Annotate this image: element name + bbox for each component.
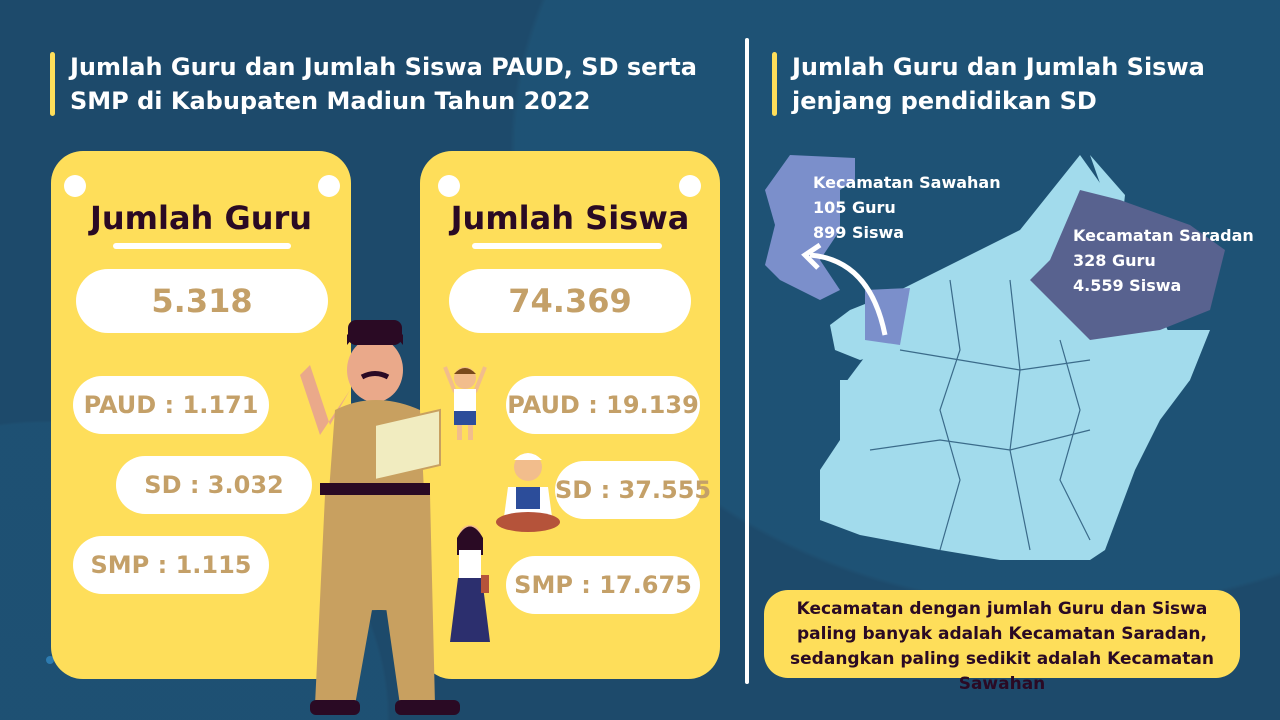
right-title: Jumlah Guru dan Jumlah Siswa jenjang pen… [772, 50, 1212, 118]
card-hole [438, 175, 460, 197]
card-hole [318, 175, 340, 197]
map-region-sawahan [765, 155, 855, 300]
conclusion-box: Kecamatan dengan jumlah Guru dan Siswa p… [764, 590, 1240, 694]
saradan-name: Kecamatan Saradan [1073, 226, 1254, 245]
arrow-head-icon [801, 242, 822, 270]
guru-sd: SD : 3.032 [116, 456, 312, 514]
student-boy-illustration [443, 366, 487, 440]
sawahan-siswa: 899 Siswa [813, 223, 905, 242]
saradan-guru: 328 Guru [1073, 251, 1156, 270]
siswa-title: Jumlah Siswa [450, 199, 690, 237]
guru-card: Jumlah Guru 5.318 PAUD : 1.171 SD : 3.03… [51, 151, 351, 679]
arrow-icon [809, 252, 888, 336]
student-reading-illustration [496, 453, 560, 532]
madiun-map [765, 155, 1225, 560]
saradan-label: Kecamatan Saradan 328 Guru 4.559 Siswa [1073, 223, 1254, 298]
guru-total: 5.318 [76, 269, 328, 333]
siswa-paud: PAUD : 19.139 [506, 376, 700, 434]
saradan-siswa: 4.559 Siswa [1073, 276, 1182, 295]
siswa-total: 74.369 [449, 269, 691, 333]
sawahan-label: Kecamatan Sawahan 105 Guru 899 Siswa [813, 170, 1001, 245]
card-hole [64, 175, 86, 197]
left-title: Jumlah Guru dan Jumlah Siswa PAUD, SD se… [50, 50, 710, 118]
sawahan-name: Kecamatan Sawahan [813, 173, 1001, 192]
sawahan-guru: 105 Guru [813, 198, 896, 217]
guru-smp: SMP : 1.115 [73, 536, 269, 594]
map-region-saradan [1030, 190, 1225, 340]
student-girl-illustration [450, 525, 490, 642]
siswa-smp: SMP : 17.675 [506, 556, 700, 614]
title-underline [113, 243, 291, 249]
siswa-sd: SD : 37.555 [555, 461, 711, 519]
teacher-illustration [300, 320, 460, 715]
divider [745, 38, 749, 684]
title-underline [472, 243, 662, 249]
card-hole [679, 175, 701, 197]
guru-title: Jumlah Guru [89, 199, 313, 237]
guru-paud: PAUD : 1.171 [73, 376, 269, 434]
